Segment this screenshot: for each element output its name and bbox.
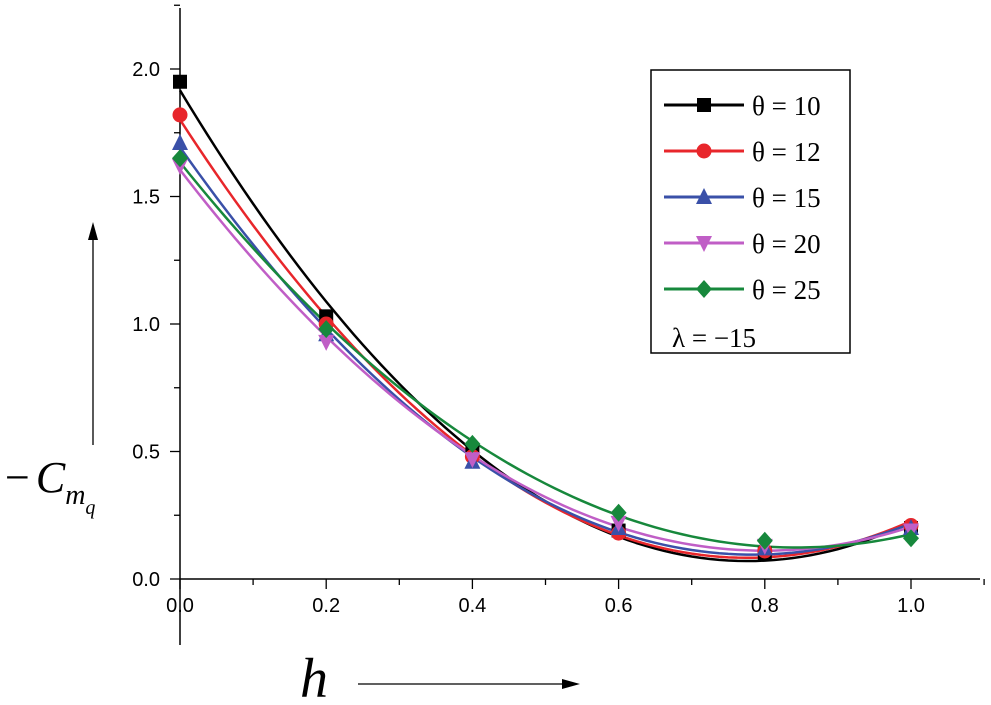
data-point-series-5: [610, 503, 627, 522]
series-line-5: [179, 161, 912, 549]
y-label-main: C: [36, 453, 66, 502]
data-point-series-5: [756, 531, 773, 550]
x-tick-label: 0.8: [751, 595, 779, 617]
x-label-text: h: [300, 648, 328, 705]
legend-marker-1: [697, 98, 711, 112]
data-point-series-2: [172, 107, 188, 123]
data-point-series-1: [173, 74, 187, 89]
data-point-series-4: [464, 452, 481, 469]
y-tick-label: 1.0: [132, 314, 160, 336]
data-point-series-5: [172, 149, 188, 168]
legend-annotation: λ = −15: [672, 323, 756, 353]
svg-text:−Cmq: − Cmq: [5, 453, 95, 519]
x-tick-label: 1.0: [897, 595, 925, 617]
y-axis-label: − Cmq: [5, 222, 98, 519]
x-tick-label: 0.6: [605, 595, 633, 617]
series-line-4: [179, 169, 912, 552]
data-point-series-5: [318, 320, 335, 339]
data-point-series-4: [318, 334, 335, 351]
legend-box: [650, 69, 851, 354]
curves: [178, 89, 912, 563]
legend-items: θ = 10 θ = 12 θ = 15 θ = 20 θ = 25: [664, 91, 821, 305]
y-label-sub: m: [65, 480, 85, 511]
y-tick-label: 0.5: [132, 442, 160, 464]
x-label-arrow-head: [562, 679, 580, 689]
legend-label-3: θ = 15: [752, 183, 821, 213]
x-tick-label: 0.2: [312, 595, 340, 617]
legend-marker-5: [696, 280, 712, 298]
legend-label-4: θ = 20: [752, 229, 821, 259]
y-label-arrow-head: [88, 222, 98, 240]
series-line-3: [178, 146, 912, 556]
data-point-series-4: [610, 515, 627, 532]
legend-marker-3: [696, 188, 712, 204]
y-tick-label: 1.5: [132, 187, 160, 209]
legend-marker-4: [696, 236, 712, 252]
legend-label-2: θ = 12: [752, 137, 821, 167]
axes: 0.0 0.2 0.4 0.6 0.8 1.0 0.0 0.5 1.0 1.5 2.0: [132, 4, 985, 645]
data-point-series-5: [464, 434, 481, 453]
y-label-subsub: q: [85, 497, 95, 519]
legend-marker-2: [696, 143, 712, 159]
legend-label-5: θ = 25: [752, 275, 821, 305]
data-point-series-3: [172, 133, 188, 150]
y-label-prefix: −: [5, 453, 30, 502]
y-tick-label: 0.0: [132, 569, 160, 591]
legend-label-1: θ = 10: [752, 91, 821, 121]
x-tick-label: 0.0: [166, 595, 194, 617]
x-tick-label: 0.4: [458, 595, 486, 617]
markers: [172, 74, 919, 561]
x-axis-label: h: [300, 648, 580, 705]
legend: θ = 10 θ = 12 θ = 15 θ = 20 θ = 25 λ = −15: [650, 69, 851, 354]
data-point-series-5: [903, 529, 919, 548]
y-tick-label: 2.0: [132, 59, 160, 81]
